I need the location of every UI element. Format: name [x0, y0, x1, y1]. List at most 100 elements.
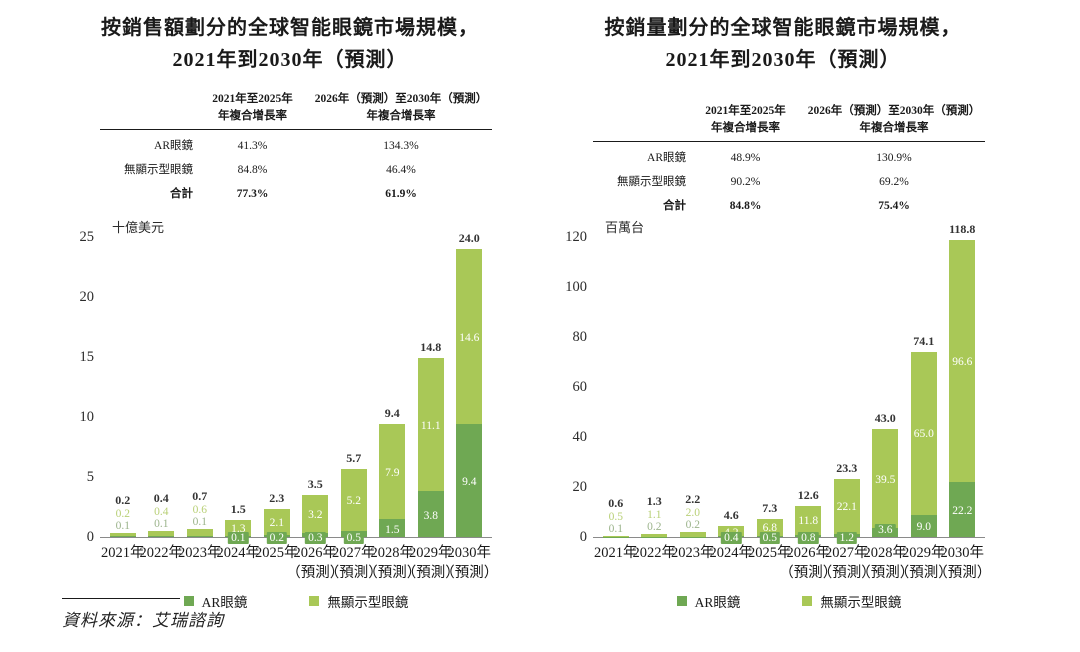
row-label: AR眼鏡: [154, 140, 193, 153]
legend-label-non-display: 無顯示型眼鏡: [327, 595, 409, 610]
row-value: 130.9%: [876, 152, 912, 165]
cagr-table: 2021年至2025年 年複合增長率 2026年（預測）至2030年（預測） 年…: [100, 91, 492, 202]
ar-value-label: 0.1: [115, 520, 130, 533]
x-label-forecast: （預測）: [817, 564, 876, 581]
non-display-legend-swatch: [802, 596, 813, 606]
table-row-non-display: 無顯示型眼鏡 90.2% 69.2%: [593, 176, 985, 190]
non-display-value-label: 3.2: [308, 509, 323, 522]
x-label-2026年: 2026年 （預測）: [286, 544, 344, 583]
table-row-total: 合計 77.3% 61.9%: [100, 188, 492, 202]
x-label-2021年: 2021年: [594, 544, 638, 583]
non-display-segment: [263, 509, 290, 535]
bar-2021年: 0.1 0.5 0.6: [602, 496, 629, 537]
header-col2: 2026年（預測）至2030年（預測） 年複合增長率: [803, 103, 985, 138]
header-spacer: [593, 103, 688, 138]
y-tick: 25: [79, 229, 95, 245]
x-label-forecast: （預測）: [401, 564, 460, 581]
x-label-2028年: 2028年 （預測）: [363, 544, 421, 583]
non-display-segment: [795, 505, 822, 535]
ar-value-label: 0.2: [647, 520, 662, 533]
bar-2026年: 3.5 3.2 0.3: [302, 477, 329, 544]
total-value-label: 24.0: [458, 231, 480, 245]
non-display-value-label: 39.5: [875, 473, 896, 486]
x-label-year: 2025年: [255, 545, 299, 561]
row-value: 84.8%: [729, 199, 762, 212]
non-display-value-label: 0.4: [154, 506, 169, 518]
figure-title: 按銷售額劃分的全球智能眼鏡市場規模， 2021年到2030年（預測）: [60, 12, 520, 77]
ar-legend-swatch: [183, 596, 194, 606]
non-display-value-label: 0.5: [608, 510, 623, 523]
row-value: 61.9%: [385, 187, 417, 200]
non-display-value-label: 96.6: [952, 355, 973, 368]
x-label-year: 2022年: [139, 545, 184, 561]
total-value-label: 9.4: [384, 406, 400, 421]
row-value: 69.2%: [879, 176, 909, 189]
x-label-year: 2029年: [902, 545, 946, 561]
non-display-segment: [910, 352, 937, 515]
x-label-year: 2022年: [632, 545, 677, 561]
x-label-forecast: （預測）: [779, 564, 838, 581]
x-label-2029年: 2029年 （預測）: [402, 544, 460, 583]
x-label-year: 2021年: [594, 545, 638, 561]
ar-value-label: 0.1: [608, 522, 623, 535]
x-label-forecast: （預測）: [440, 564, 499, 581]
figure-title-line2: 2021年到2030年（預測）: [172, 49, 408, 72]
x-label-year: 2023年: [178, 545, 222, 561]
non-display-value-label: 7.9: [385, 466, 400, 479]
ar-value-label: 0.1: [228, 532, 249, 544]
x-label-2025年: 2025年: [748, 544, 792, 583]
non-display-segment: [379, 424, 406, 519]
x-label-2024年: 2024年: [710, 544, 754, 583]
total-value-label: 0.2: [115, 493, 131, 508]
cagr-table-header: 2021年至2025年 年複合增長率 2026年（預測）至2030年（預測） 年…: [100, 91, 492, 131]
x-label-2022年: 2022年: [633, 544, 677, 583]
x-label-2030年: 2030年 （預測）: [440, 544, 498, 583]
bar-2027年: 5.7 5.2 0.5: [340, 451, 367, 544]
chart-legend: AR眼鏡 無顯示型眼鏡: [593, 591, 985, 611]
header-col2-line2: 年複合增長率: [366, 110, 436, 123]
total-value-label: 74.1: [913, 334, 935, 348]
total-value-label: 2.2: [685, 491, 701, 506]
x-label-2028年: 2028年 （預測）: [856, 544, 914, 583]
table-row-total: 合計 84.8% 75.4%: [593, 200, 985, 214]
ar-value-label: 0.5: [759, 532, 780, 544]
total-value-label: 3.5: [307, 477, 323, 491]
ar-value-label: 0.8: [798, 532, 819, 544]
row-label: AR眼鏡: [647, 152, 686, 165]
bar-2025年: 2.3 2.1 0.2: [263, 491, 290, 544]
bar-2022年: 0.1 0.4 0.4: [148, 491, 175, 537]
total-value-label: 4.6: [723, 507, 739, 522]
non-display-segment: [302, 495, 329, 534]
non-display-value-label: 1.1: [647, 508, 662, 521]
figure-title-line2: 2021年到2030年（預測）: [665, 49, 901, 72]
header-col1-line2: 年複合增長率: [218, 110, 287, 123]
sales-value-chart: 十億美元 0.1 0.2 0.2 0.1 0.4 0.4 0.1 0.6 0.7 1.5 1.3 0.…: [60, 217, 520, 617]
source-text: 資料來源：艾瑞諮詢: [62, 611, 224, 630]
x-label-year: 2025年: [748, 545, 792, 561]
total-value-label: 0.4: [153, 491, 169, 505]
total-value-label: 14.8: [420, 340, 442, 355]
ar-value-label: 9.4: [462, 476, 477, 489]
figure-title-line1: 按銷售額劃分的全球智能眼鏡市場規模，: [101, 17, 479, 39]
non-display-value-label: 5.2: [346, 494, 361, 507]
y-axis-unit: 十億美元: [112, 220, 165, 235]
y-axis-unit: 百萬台: [605, 220, 645, 235]
row-label: 合計: [663, 199, 686, 212]
non-display-value-label: 0.2: [115, 508, 130, 521]
y-tick: 20: [79, 289, 95, 305]
non-display-segment: [679, 531, 706, 537]
ar-segment: [417, 491, 444, 537]
x-label-forecast: （預測）: [286, 564, 345, 581]
legend-label-non-display: 無顯示型眼鏡: [820, 595, 902, 610]
total-value-label: 1.5: [230, 502, 246, 517]
ar-value-label: 0.2: [685, 518, 700, 531]
bar-2023年: 0.2 2.0 2.2: [679, 492, 706, 537]
bars-container: 0.10.50.60.21.11.30.22.02.24.64.20.47.36…: [593, 222, 985, 544]
ar-segment: [641, 536, 668, 537]
non-display-value-label: 14.6: [459, 331, 480, 344]
ar-value-label: 0.3: [305, 532, 326, 544]
non-display-segment: [417, 358, 444, 492]
row-value: 75.4%: [878, 199, 910, 212]
x-label-forecast: （預測）: [856, 564, 915, 581]
x-label-year: 2026年: [786, 545, 831, 561]
